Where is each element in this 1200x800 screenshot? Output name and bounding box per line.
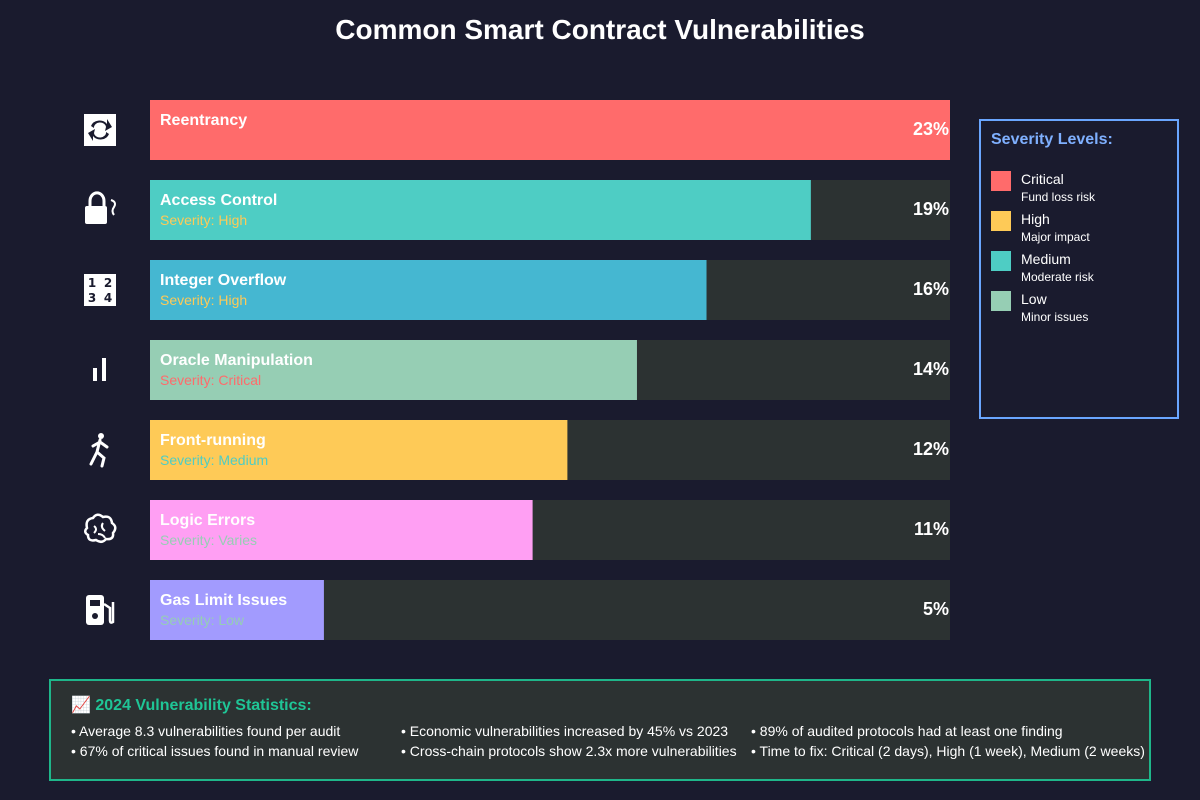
bar-4 (150, 340, 637, 400)
stat-item: • 89% of audited protocols had at least … (751, 723, 1063, 739)
legend-swatch-low (991, 291, 1011, 311)
bar-value-label: 23% (913, 119, 949, 139)
legend-desc: Minor issues (1021, 310, 1089, 324)
legend-swatch-critical (991, 171, 1011, 191)
bar-severity: Severity: Medium (160, 452, 268, 468)
svg-text:4: 4 (104, 291, 112, 305)
legend-desc: Moderate risk (1021, 270, 1094, 284)
statistics-panel: 📈 2024 Vulnerability Statistics: • Avera… (49, 679, 1151, 781)
bar-7 (150, 580, 324, 640)
bar-5 (150, 420, 568, 480)
bar-label: Oracle Manipulation (160, 352, 313, 369)
legend-item-medium: Medium Moderate risk (991, 251, 1171, 291)
legend-desc: Major impact (1021, 230, 1090, 244)
padlock-icon (85, 191, 116, 224)
brain-icon (84, 513, 117, 543)
legend-item-low: Low Minor issues (991, 291, 1171, 331)
legend-desc: Fund loss risk (1021, 190, 1096, 204)
stat-item: • Cross-chain protocols show 2.3x more v… (401, 743, 737, 759)
stat-item: • Economic vulnerabilities increased by … (401, 723, 729, 739)
bar-severity: Severity: Varies (160, 532, 257, 548)
svg-text:2: 2 (104, 276, 112, 290)
stat-item: • Average 8.3 vulnerabilities found per … (71, 723, 341, 739)
legend-name: Medium (1021, 251, 1071, 267)
bar-label: Front-running (160, 432, 266, 449)
legend-item-critical: Critical Fund loss risk (991, 171, 1171, 211)
legend-swatch-medium (991, 251, 1011, 271)
legend-name: Critical (1021, 171, 1064, 187)
fuel-pump-icon (86, 595, 115, 625)
bar-label: Gas Limit Issues (160, 592, 287, 609)
bar-1 (150, 100, 950, 160)
bar-3 (150, 260, 707, 320)
bar-value-label: 16% (913, 279, 949, 299)
bar-label: Logic Errors (160, 512, 255, 529)
bar-6 (150, 500, 533, 560)
bar-value-label: 11% (914, 519, 949, 539)
bar-severity: Severity: High (160, 212, 247, 228)
bar-value-label: 5% (923, 599, 949, 619)
legend-name: High (1021, 211, 1050, 227)
bar-severity: Severity: Critical (160, 372, 261, 388)
bar-label: Access Control (160, 192, 277, 209)
number-keypad-icon: 1 23 4 (84, 274, 116, 306)
cycle-arrows-icon (84, 114, 116, 146)
bar-chart-icon (93, 358, 106, 381)
bar-value-label: 14% (913, 359, 949, 379)
bar-chart: Reentrancy 23% Access Control Severity: Hig… (84, 100, 950, 640)
stat-item: • 67% of critical issues found in manual… (71, 743, 359, 759)
bar-label: Reentrancy (160, 112, 247, 129)
chart-title: Common Smart Contract Vulnerabilities (335, 14, 865, 45)
bar-2 (150, 180, 811, 240)
runner-icon (89, 433, 109, 468)
svg-text:1: 1 (88, 276, 96, 290)
legend-title: Severity Levels: (991, 131, 1113, 148)
bar-value-label: 19% (913, 199, 949, 219)
svg-text:3: 3 (88, 291, 96, 305)
legend-swatch-high (991, 211, 1011, 231)
bar-severity: Severity: High (160, 292, 247, 308)
bar-label: Integer Overflow (160, 272, 287, 289)
legend-item-high: High Major impact (991, 211, 1171, 251)
statistics-title: 📈 2024 Vulnerability Statistics: (71, 697, 312, 714)
bar-value-label: 12% (913, 439, 949, 459)
severity-legend: Severity Levels: Critical Fund loss risk… (979, 119, 1179, 419)
stat-item: • Time to fix: Critical (2 days), High (… (751, 743, 1145, 759)
bar-severity: Severity: Low (160, 612, 245, 628)
legend-name: Low (1021, 291, 1047, 307)
